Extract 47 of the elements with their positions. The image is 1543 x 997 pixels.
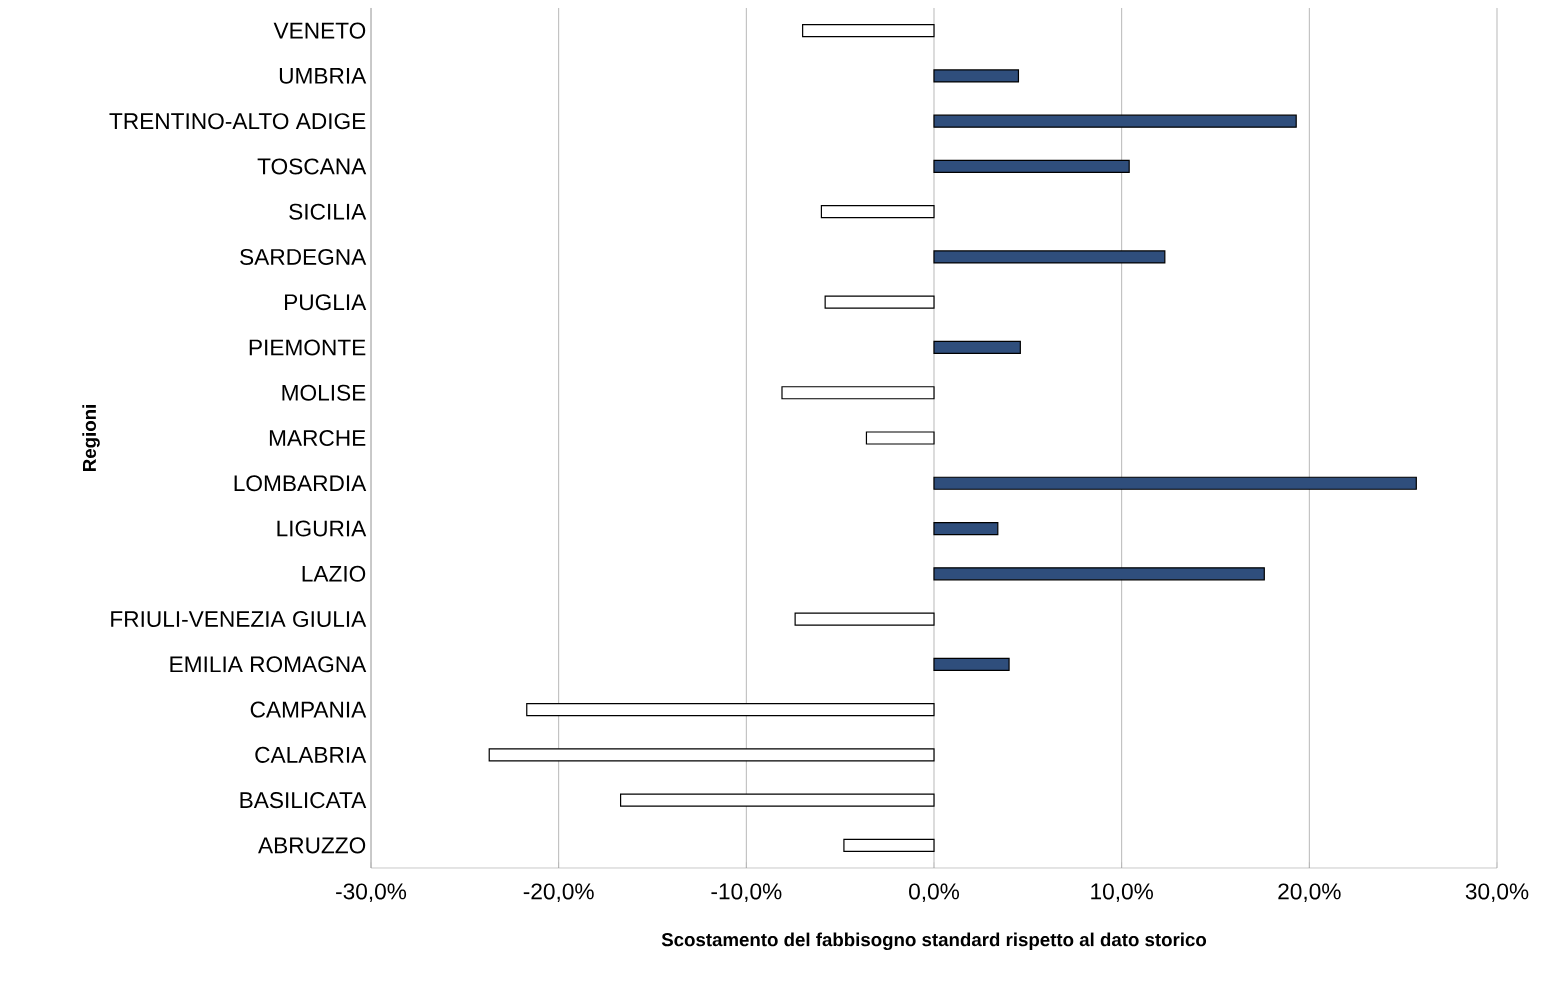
bar [933, 476, 1417, 490]
x-tick-label: -30,0% [336, 883, 407, 903]
bar [824, 295, 935, 309]
y-tick-label: CAMPANIA [250, 701, 367, 718]
y-tick-label: TRENTINO-ALTO ADIGE [109, 113, 366, 130]
y-tick-label: PIEMONTE [249, 339, 366, 356]
x-tick-label: -10,0% [711, 883, 782, 903]
y-tick-label: EMILIA ROMAGNA [170, 656, 367, 673]
bar [933, 69, 1020, 83]
x-tick-label: -20,0% [523, 883, 594, 903]
y-tick-label: MOLISE [282, 384, 366, 401]
x-tick-label: 10,0% [1091, 883, 1153, 903]
bar [488, 748, 935, 762]
y-tick-label: PUGLIA [285, 294, 367, 311]
y-tick-label: CALABRIA [255, 746, 367, 763]
bar [933, 114, 1297, 128]
bar [526, 702, 935, 717]
bar [933, 250, 1166, 264]
bar [933, 159, 1130, 174]
x-tick-label: 0,0% [909, 883, 960, 903]
bar [933, 657, 1010, 671]
bar [843, 838, 935, 852]
y-tick-label: TOSCANA [257, 158, 367, 175]
bar [933, 521, 999, 536]
bar [933, 340, 1021, 355]
y-tick-label: LOMBARDIA [234, 475, 367, 492]
y-tick-label: ABRUZZO [258, 837, 366, 854]
x-axis-title: Scostamento del fabbisogno standard rispetto al dato storico [661, 932, 1207, 951]
x-tick-label: 20,0% [1278, 883, 1341, 903]
y-tick-label: UMBRIA [279, 67, 367, 84]
y-tick-label: LAZIO [302, 565, 366, 582]
y-tick-label: MARCHE [269, 429, 366, 447]
bar [820, 205, 935, 219]
y-tick-label: BASILICATA [240, 792, 367, 809]
y-tick-label: VENETO [273, 22, 366, 39]
x-tick-label: 30,0% [1465, 883, 1529, 903]
bar [794, 612, 935, 626]
y-tick-label: FRIULI-VENEZIA GIULIA [111, 611, 367, 628]
y-tick-label: SICILIA [289, 203, 367, 220]
bar [865, 431, 935, 445]
y-tick-label: SARDEGNA [240, 248, 367, 265]
bar [802, 24, 935, 38]
bar [781, 386, 935, 400]
y-axis-title: Regioni [82, 405, 100, 471]
bar [620, 793, 935, 807]
y-tick-label: LIGURIA [277, 520, 367, 537]
bar [933, 567, 1265, 581]
